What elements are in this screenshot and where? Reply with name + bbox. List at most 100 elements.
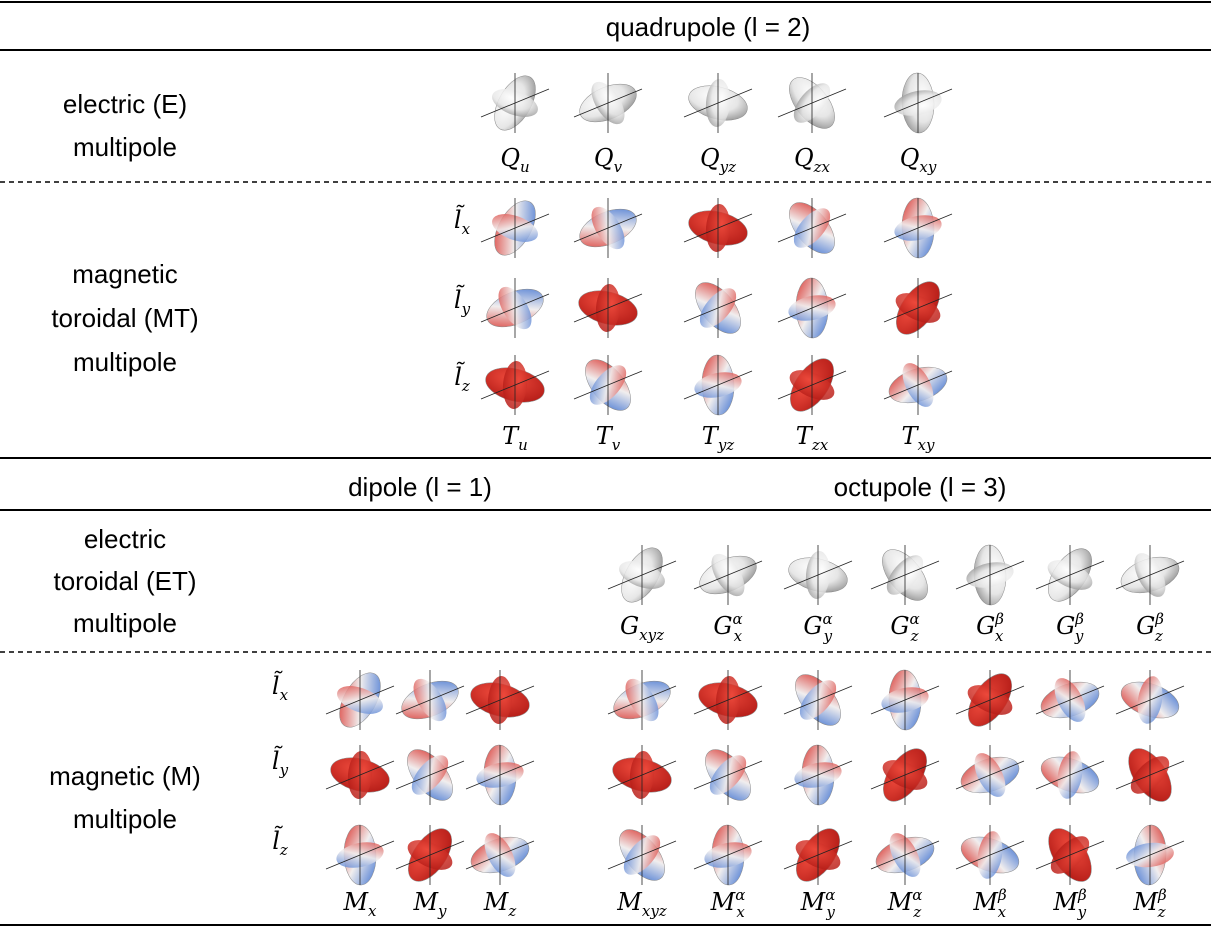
symbol: Tv bbox=[596, 422, 621, 454]
symbol-sub: x bbox=[995, 627, 1004, 645]
multipole-shape bbox=[573, 355, 643, 415]
symbol-base: T bbox=[902, 422, 920, 450]
symbol-base: M bbox=[887, 888, 914, 916]
symbol-sub: z bbox=[279, 841, 288, 859]
symbol-base: T bbox=[502, 422, 520, 450]
symbol-base: M bbox=[800, 888, 827, 916]
symbol-base: l̃ bbox=[272, 671, 284, 700]
multipole-shape bbox=[683, 73, 753, 133]
symbol-sub: xyz bbox=[642, 902, 667, 920]
multipole-shape bbox=[1115, 745, 1185, 805]
multipole-shape bbox=[395, 745, 465, 805]
symbol-sub: z bbox=[912, 903, 921, 921]
symbol-sub: y bbox=[823, 627, 833, 645]
symbol-sub: x bbox=[368, 902, 377, 920]
symbol: Gβ y bbox=[1056, 610, 1084, 645]
symbol-sub: xy bbox=[919, 158, 936, 176]
multipole-shape bbox=[783, 670, 853, 730]
multipole-shape bbox=[777, 73, 847, 133]
multipole-shape bbox=[465, 670, 535, 730]
symbol-sup: β bbox=[1074, 610, 1084, 628]
multipole-shape bbox=[325, 670, 395, 730]
symbol-sub: x bbox=[280, 686, 289, 704]
multipole-shape bbox=[883, 197, 953, 259]
multipole-shape bbox=[870, 745, 940, 805]
multipole-shape bbox=[1115, 670, 1185, 730]
symbol-sub: xyz bbox=[639, 626, 664, 644]
symbol-base: M bbox=[412, 888, 439, 916]
symbol-base: G bbox=[1056, 612, 1075, 640]
multipole-shape bbox=[1035, 545, 1105, 605]
symbol-base: M bbox=[1052, 888, 1079, 916]
symbol-base: Q bbox=[794, 144, 814, 172]
symbol: Mα z bbox=[887, 886, 923, 921]
symbol-base: M bbox=[483, 888, 510, 916]
symbol-sub: xy bbox=[918, 436, 935, 454]
symbol-base: l̃ bbox=[454, 285, 466, 314]
symbol-sub: y bbox=[1074, 627, 1084, 645]
symbol-sub: x bbox=[462, 220, 471, 238]
symbol-sub: u bbox=[520, 158, 530, 176]
symbol-base: G bbox=[890, 612, 909, 640]
symbol-base: l̃ bbox=[454, 205, 466, 234]
multipole-shape bbox=[1115, 824, 1185, 886]
symbol: Qv bbox=[594, 144, 623, 176]
symbol: Tyz bbox=[702, 422, 734, 454]
symbol-sub: zx bbox=[811, 436, 829, 454]
symbol: Gα x bbox=[713, 610, 742, 645]
symbol-base: G bbox=[803, 612, 822, 640]
multipole-shape bbox=[1035, 825, 1105, 885]
symbol-sub: z bbox=[1154, 627, 1163, 645]
symbol: l̃x bbox=[454, 205, 471, 238]
symbol: My bbox=[412, 888, 447, 920]
symbol-sub: v bbox=[612, 436, 621, 454]
multipole-shape bbox=[465, 825, 535, 885]
symbol-base: M bbox=[710, 888, 737, 916]
symbol-sub: u bbox=[518, 436, 528, 454]
symbol-base: M bbox=[1132, 888, 1159, 916]
symbol: Gxyz bbox=[620, 612, 664, 644]
header-octupole: octupole (l = 3) bbox=[834, 472, 1007, 502]
multipole-shape bbox=[693, 824, 763, 886]
symbol-sup: β bbox=[1154, 610, 1164, 628]
symbol: Tzx bbox=[796, 422, 829, 454]
multipole-shape bbox=[693, 745, 763, 805]
multipole-shape bbox=[683, 278, 753, 338]
symbol-base: l̃ bbox=[272, 746, 284, 775]
symbol-base: G bbox=[620, 612, 639, 640]
row-label: multipole bbox=[73, 132, 177, 162]
multipole-shape bbox=[683, 198, 753, 258]
symbol: Gα y bbox=[803, 610, 832, 645]
multipole-shape bbox=[883, 278, 953, 338]
multipole-shape bbox=[955, 745, 1025, 805]
symbol-sub: v bbox=[614, 158, 623, 176]
symbol-sup: α bbox=[910, 610, 920, 628]
symbol: Mx bbox=[342, 888, 377, 920]
multipole-shape bbox=[607, 545, 677, 605]
symbol-sup: α bbox=[825, 886, 835, 904]
multipole-shape bbox=[607, 670, 677, 730]
header-dipole: dipole (l = 1) bbox=[348, 472, 492, 502]
symbol: l̃x bbox=[272, 671, 289, 704]
symbol: Mβ z bbox=[1132, 886, 1167, 921]
symbol-base: T bbox=[596, 422, 614, 450]
row-label: toroidal (MT) bbox=[51, 303, 198, 333]
symbol: Txy bbox=[902, 422, 935, 454]
multipole-shape bbox=[465, 744, 535, 806]
multipole-shape bbox=[777, 355, 847, 415]
symbol-sub: x bbox=[734, 627, 743, 645]
symbol-base: G bbox=[976, 612, 995, 640]
row-label: toroidal (ET) bbox=[53, 566, 196, 596]
symbol-base: l̃ bbox=[272, 826, 284, 855]
row-label: magnetic bbox=[72, 259, 178, 289]
row-label: multipole bbox=[73, 608, 177, 638]
multipole-shape bbox=[607, 745, 677, 805]
multipole-shape bbox=[955, 544, 1025, 606]
symbol-sub: x bbox=[736, 903, 745, 921]
symbol-sub: y bbox=[1077, 903, 1087, 921]
multipole-shape bbox=[777, 277, 847, 339]
symbol: Mxyz bbox=[616, 888, 667, 920]
header-quadrupole: quadrupole (l = 2) bbox=[606, 12, 811, 42]
symbol-sup: β bbox=[994, 610, 1004, 628]
